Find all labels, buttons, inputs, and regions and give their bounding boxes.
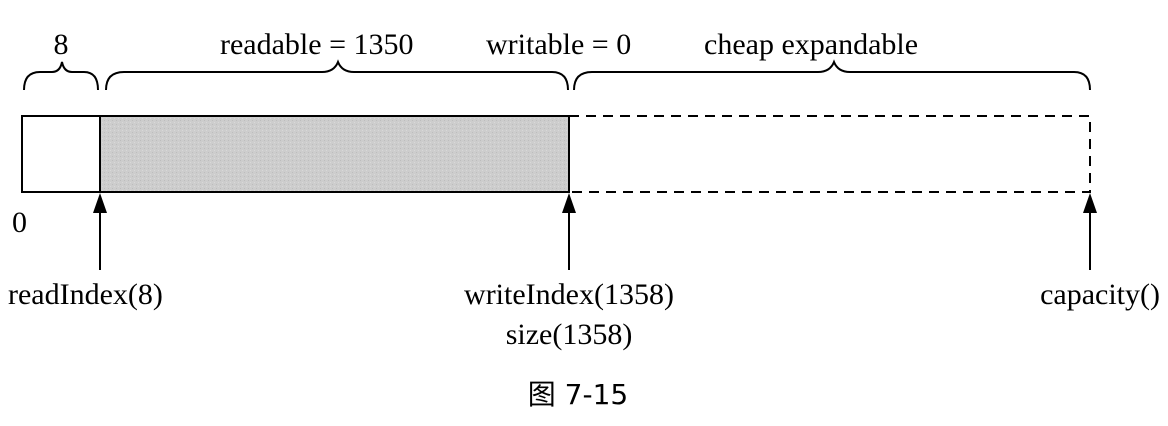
- prepend-segment: [21, 115, 101, 193]
- prepend-size-label: 8: [54, 28, 69, 61]
- writable-label: writable = 0: [486, 28, 631, 61]
- readable-label: readable = 1350: [220, 28, 414, 61]
- write-index-arrowhead: [562, 193, 576, 213]
- capacity-label: capacity(): [1040, 278, 1160, 311]
- figure-caption: 图 7-15: [528, 378, 628, 411]
- readable-brace: [105, 59, 569, 91]
- readable-segment: [99, 115, 570, 193]
- capacity-arrowhead: [1083, 193, 1097, 213]
- writable-brace: [573, 59, 1091, 91]
- expandable-label: cheap expandable: [704, 28, 918, 61]
- size-label: size(1358): [506, 318, 633, 351]
- write-index-label: writeIndex(1358): [464, 278, 674, 311]
- read-index-label: readIndex(8): [8, 278, 163, 311]
- prepend-brace: [23, 61, 99, 91]
- zero-label: 0: [12, 206, 27, 239]
- expandable-segment: [569, 115, 1091, 193]
- read-index-arrowhead: [93, 193, 107, 213]
